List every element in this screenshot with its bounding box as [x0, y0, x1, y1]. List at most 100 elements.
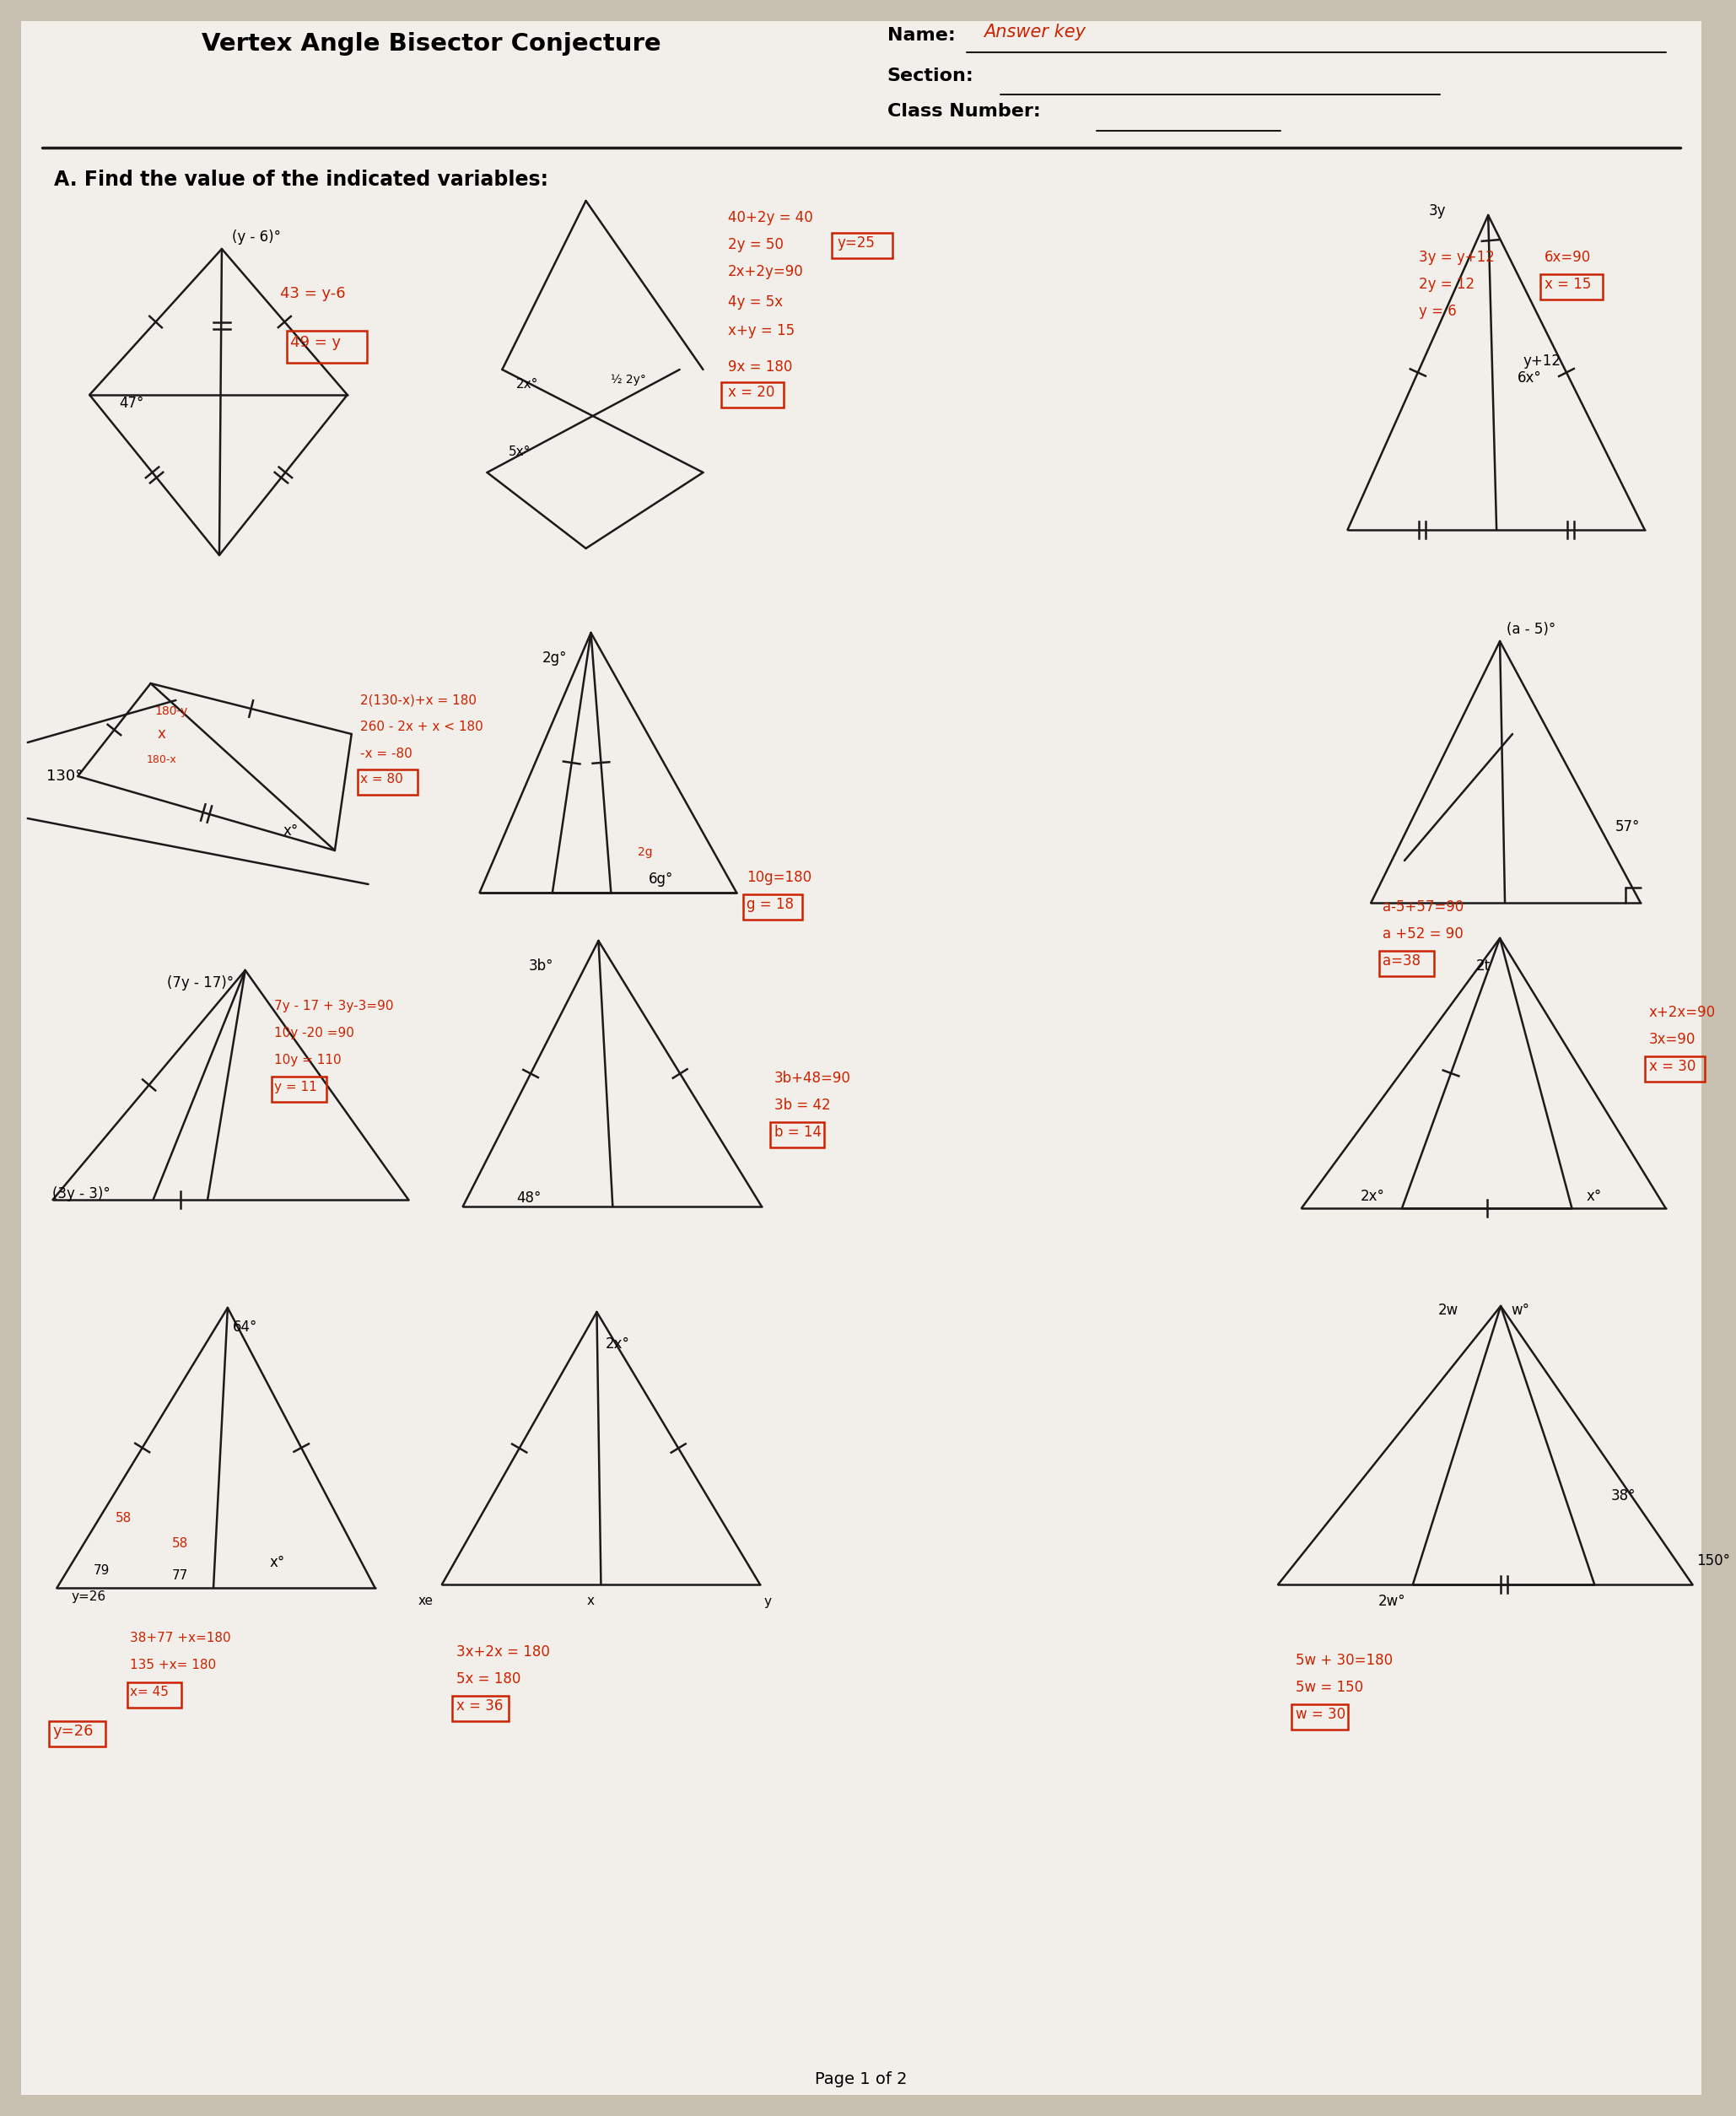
Text: 2g°: 2g°	[542, 650, 568, 667]
Bar	[273, 1077, 326, 1102]
Text: 2x°: 2x°	[516, 377, 538, 389]
Bar	[1380, 950, 1434, 975]
Text: 2w: 2w	[1439, 1303, 1458, 1318]
Text: x°: x°	[1587, 1189, 1602, 1204]
Text: 2y = 50: 2y = 50	[727, 237, 783, 252]
Text: A. Find the value of the indicated variables:: A. Find the value of the indicated varia…	[54, 169, 549, 190]
Bar	[127, 1682, 182, 1708]
Bar	[358, 770, 418, 796]
Text: 79: 79	[94, 1564, 109, 1576]
Text: 4y = 5x: 4y = 5x	[727, 294, 783, 309]
Text: x = 30: x = 30	[1649, 1058, 1696, 1075]
Text: 7y - 17 + 3y-3=90: 7y - 17 + 3y-3=90	[274, 999, 394, 1011]
Text: 260 - 2x + x < 180: 260 - 2x + x < 180	[359, 722, 483, 734]
FancyBboxPatch shape	[21, 21, 1701, 2095]
Text: 5x°: 5x°	[509, 444, 531, 457]
Text: ½ 2y°: ½ 2y°	[611, 375, 646, 385]
Text: -x = -80: -x = -80	[359, 747, 411, 760]
Text: 180-x: 180-x	[146, 753, 177, 764]
Text: 2x°: 2x°	[1359, 1189, 1385, 1204]
Text: y = 6: y = 6	[1418, 305, 1457, 320]
Text: 3b+48=90: 3b+48=90	[774, 1071, 851, 1086]
Text: 9x = 180: 9x = 180	[727, 360, 793, 375]
Text: 10y -20 =90: 10y -20 =90	[274, 1026, 354, 1039]
Bar	[1292, 1703, 1349, 1729]
Text: 6x°: 6x°	[1517, 370, 1542, 385]
Text: 38°: 38°	[1611, 1488, 1635, 1504]
Text: 38+77 +x=180: 38+77 +x=180	[130, 1631, 231, 1644]
Text: Name:: Name:	[887, 28, 955, 44]
Bar	[743, 895, 802, 920]
Text: 6g°: 6g°	[649, 872, 674, 887]
Bar	[1644, 1056, 1705, 1081]
Text: y = 11: y = 11	[274, 1081, 318, 1094]
Text: 58: 58	[116, 1513, 132, 1526]
Text: w = 30: w = 30	[1295, 1708, 1345, 1722]
Text: 77: 77	[172, 1570, 187, 1583]
Bar	[771, 1121, 825, 1147]
Text: y+12: y+12	[1522, 353, 1561, 368]
Text: 47°: 47°	[118, 396, 144, 411]
Text: 10y = 110: 10y = 110	[274, 1054, 342, 1066]
Text: x+2x=90: x+2x=90	[1649, 1005, 1715, 1020]
Text: 2g: 2g	[637, 846, 653, 859]
Text: (7y - 17)°: (7y - 17)°	[167, 975, 234, 990]
Text: x: x	[587, 1595, 594, 1608]
Text: (y - 6)°: (y - 6)°	[233, 229, 281, 245]
Text: a-5+57=90: a-5+57=90	[1382, 899, 1463, 914]
Text: x: x	[158, 726, 165, 741]
Text: 2w°: 2w°	[1378, 1593, 1406, 1608]
Text: 2x°: 2x°	[606, 1337, 630, 1352]
Text: y=26: y=26	[52, 1725, 94, 1739]
Text: 64°: 64°	[233, 1320, 257, 1335]
Text: 48°: 48°	[516, 1191, 542, 1206]
Text: 3b = 42: 3b = 42	[774, 1098, 830, 1113]
Text: Class Number:: Class Number:	[887, 104, 1040, 121]
Text: xe: xe	[418, 1595, 434, 1608]
Bar	[722, 383, 783, 408]
Text: Vertex Angle Bisector Conjecture: Vertex Angle Bisector Conjecture	[201, 32, 661, 55]
Text: w°: w°	[1510, 1303, 1529, 1318]
Text: 3b°: 3b°	[529, 959, 554, 973]
Text: y: y	[764, 1595, 773, 1608]
Text: 3y = y+12: 3y = y+12	[1418, 250, 1495, 264]
Text: x = 36: x = 36	[457, 1699, 503, 1714]
Text: 2(130-x)+x = 180: 2(130-x)+x = 180	[359, 694, 476, 707]
Text: g = 18: g = 18	[746, 897, 793, 912]
Text: 43 = y-6: 43 = y-6	[281, 286, 345, 300]
Text: 58: 58	[172, 1538, 187, 1551]
Text: 150°: 150°	[1696, 1553, 1731, 1568]
Text: 57°: 57°	[1616, 819, 1641, 834]
Text: 3x=90: 3x=90	[1649, 1033, 1696, 1047]
Text: 3x+2x = 180: 3x+2x = 180	[457, 1644, 550, 1659]
Text: y=26: y=26	[71, 1591, 106, 1604]
Text: y=25: y=25	[837, 235, 875, 250]
Bar	[451, 1695, 509, 1720]
Bar	[832, 233, 892, 258]
Text: 5x = 180: 5x = 180	[457, 1672, 521, 1686]
Bar	[286, 330, 366, 362]
Text: 40+2y = 40: 40+2y = 40	[727, 209, 812, 224]
Text: (a - 5)°: (a - 5)°	[1507, 622, 1555, 637]
Text: Answer key: Answer key	[984, 23, 1085, 40]
Text: 135 +x= 180: 135 +x= 180	[130, 1659, 215, 1672]
Text: Section:: Section:	[887, 68, 974, 85]
Bar	[49, 1720, 106, 1746]
Text: 2y = 12: 2y = 12	[1418, 277, 1474, 292]
Text: x°: x°	[283, 823, 299, 838]
Text: x = 15: x = 15	[1545, 277, 1590, 292]
Text: a=38: a=38	[1382, 954, 1420, 969]
Text: 10g=180: 10g=180	[746, 870, 812, 884]
Text: 49 = y: 49 = y	[290, 334, 342, 349]
Text: b = 14: b = 14	[774, 1124, 821, 1141]
Text: 5w + 30=180: 5w + 30=180	[1295, 1653, 1392, 1667]
Text: x = 80: x = 80	[359, 772, 403, 785]
Text: 6x=90: 6x=90	[1545, 250, 1590, 264]
Text: 3y: 3y	[1429, 203, 1446, 218]
Text: Page 1 of 2: Page 1 of 2	[816, 2072, 908, 2088]
Text: x+y = 15: x+y = 15	[727, 324, 795, 339]
Text: x = 20: x = 20	[727, 385, 774, 400]
Text: (3y - 3)°: (3y - 3)°	[52, 1187, 109, 1202]
Text: x°: x°	[269, 1555, 285, 1570]
Text: 5w = 150: 5w = 150	[1295, 1680, 1363, 1695]
